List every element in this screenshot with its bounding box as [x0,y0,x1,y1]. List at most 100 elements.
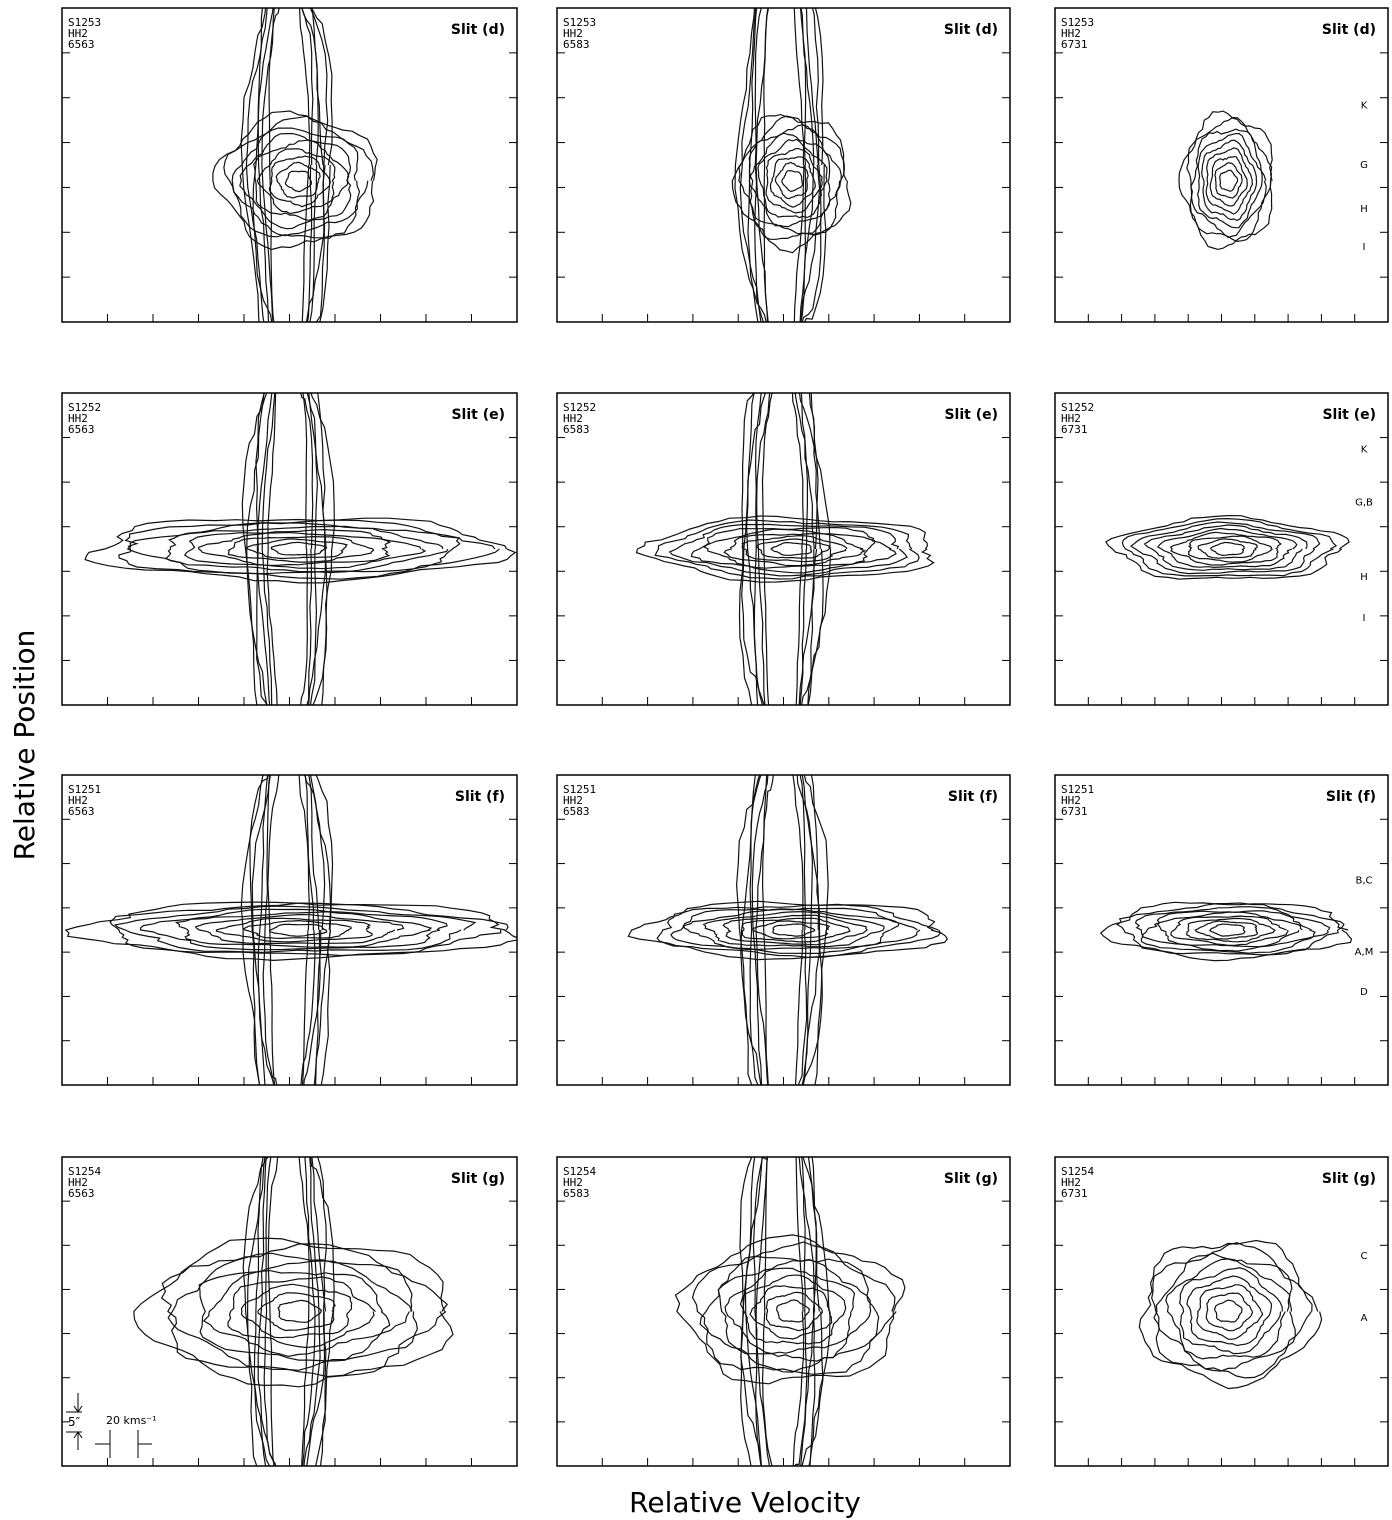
contour [242,1157,335,1466]
contour [774,161,809,200]
contour [754,8,815,322]
panel-label: S1252 [68,401,101,414]
scale-position: 5″ [68,1415,81,1429]
contours [635,393,935,705]
panel-label: S1254 [1061,1165,1094,1178]
contour [770,542,813,556]
contour [245,8,329,322]
contour [670,907,921,954]
contour [1186,917,1276,943]
contour [1143,524,1308,571]
contours [731,8,852,322]
contour [1121,517,1338,577]
slit-label: Slit (d) [1322,22,1376,38]
contour [1201,139,1258,222]
panel-label: S1252 [1061,401,1094,414]
contour [215,917,373,943]
panel-label: HH2 [563,412,583,425]
panel-label: S1251 [68,783,101,796]
panel-label: HH2 [1061,27,1081,40]
slit-label: Slit (f) [1326,789,1376,805]
panel-label: S1253 [1061,16,1094,29]
panel-label: S1251 [563,783,596,796]
contour [775,1299,811,1323]
contour [64,901,517,962]
contour [753,393,815,705]
panel-label: 6583 [563,805,590,818]
contour [1156,527,1298,569]
panel-label: S1251 [1061,783,1094,796]
contour [266,393,309,705]
slit-label: Slit (f) [455,789,505,805]
contour [268,8,311,322]
contour [1129,521,1321,575]
contour [772,923,816,937]
contour [284,170,313,193]
contour [674,1234,906,1385]
panel-label: HH2 [1061,794,1081,807]
knot-label: H [1360,204,1368,215]
contour [240,775,334,1085]
scale-arrows [66,1393,152,1458]
contour [126,522,461,575]
panel-label: 6583 [563,38,590,51]
knot-label: G [1360,160,1368,171]
contour [1187,535,1273,563]
contour [1219,169,1239,192]
contour [275,161,321,199]
contour [747,8,821,322]
contour [683,908,900,951]
knot-label: H [1360,572,1368,583]
contour [241,393,336,705]
contour [656,903,942,958]
contour [668,523,908,577]
contours [1105,514,1350,580]
scale-velocity: 20 kms⁻¹ [106,1414,157,1427]
contour [654,519,920,580]
contour [1209,156,1248,207]
contour [257,8,319,322]
contour [724,1267,856,1355]
contour [249,775,332,1085]
contour [755,775,808,1085]
contours [84,393,517,705]
contour [763,8,805,322]
panel-label: 6731 [1061,805,1088,818]
contour [1190,128,1267,239]
slit-label: Slit (g) [451,1171,505,1187]
panel-frame [1054,392,1389,706]
contour [198,1260,413,1362]
panel-label: S1253 [68,16,101,29]
contour [202,1269,391,1358]
knot-label: G,B [1355,497,1373,508]
contour [255,393,327,705]
contour [251,775,326,1085]
contour [1186,116,1273,243]
contour [1209,541,1245,557]
contour [268,155,332,208]
slit-label: Slit (e) [1322,407,1376,423]
contour [246,1157,327,1466]
contour [1138,1239,1323,1390]
contours [133,1157,454,1466]
panel-label: 6583 [563,423,590,436]
contour [139,908,448,951]
knot-label: I [1363,242,1366,253]
contour [723,532,867,567]
contour [1196,132,1263,229]
contour [1105,514,1350,580]
contour [257,775,321,1085]
panel-label: 6563 [68,805,95,818]
contour [627,900,949,961]
contour [1208,923,1246,937]
contour [739,1157,831,1466]
panel-label: HH2 [68,1176,88,1189]
contour [749,775,820,1085]
contour [257,1157,321,1466]
contour [703,528,876,569]
panel-label: 6563 [68,423,95,436]
